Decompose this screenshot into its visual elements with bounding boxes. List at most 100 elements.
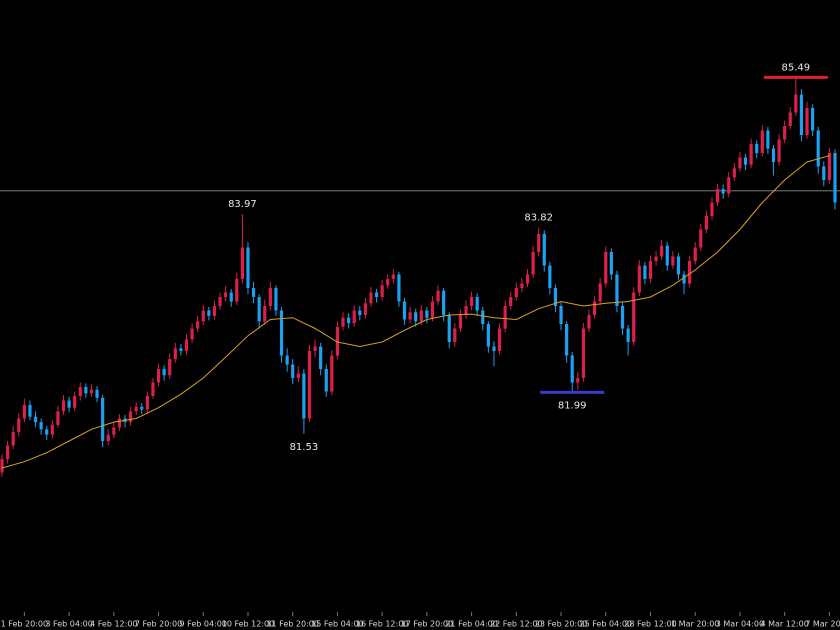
candle-body	[430, 301, 435, 318]
candle-body	[347, 317, 351, 324]
candle-body	[637, 265, 641, 293]
candle-body	[715, 189, 720, 203]
candle-body	[486, 324, 490, 347]
candle-body	[397, 274, 401, 302]
candle-body	[380, 285, 384, 297]
candle-body	[101, 397, 105, 441]
x-tick-label: 4 Mar 12:00	[760, 620, 808, 629]
candle-body	[196, 321, 200, 329]
x-tick-label: 17 Feb 20:00	[401, 620, 453, 629]
candle-body	[520, 283, 524, 288]
candle-body	[676, 256, 681, 275]
x-tick-label: 16 Feb 12:00	[356, 620, 408, 629]
x-tick-label: 1 Feb 20:00	[1, 620, 48, 629]
candle-body	[391, 274, 395, 279]
x-tick-label: 11 Feb 20:00	[266, 620, 318, 629]
candle-body	[531, 252, 535, 275]
x-tick-label: 3 Mar 04:00	[716, 620, 764, 629]
x-tick-label: 21 Feb 04:00	[445, 620, 497, 629]
candle-body	[246, 247, 250, 288]
candle-body	[117, 418, 122, 428]
candle-body	[207, 310, 211, 316]
candle-body	[201, 310, 205, 322]
candle-body	[799, 94, 804, 135]
candle-body	[559, 306, 563, 324]
candle-body	[481, 310, 485, 324]
candle-body	[458, 315, 463, 329]
candle-body	[307, 351, 312, 419]
candle-body	[632, 292, 636, 342]
x-tick-label: 4 Feb 12:00	[90, 620, 137, 629]
candle-body	[240, 247, 244, 279]
candle-body	[408, 312, 412, 320]
candle-body	[777, 139, 781, 162]
candle-body	[89, 389, 94, 394]
candle-body	[128, 411, 133, 423]
candle-body	[419, 310, 423, 322]
extreme-label: 81.99	[558, 400, 587, 411]
x-tick-label: 15 Feb 04:00	[311, 620, 363, 629]
candle-body	[699, 229, 703, 248]
x-tick-label: 3 Feb 04:00	[45, 620, 92, 629]
candle-body	[525, 274, 530, 284]
candle-body	[704, 216, 708, 230]
candle-body	[425, 310, 429, 318]
x-tick-label: 9 Feb 04:00	[180, 620, 227, 629]
candle-body	[112, 427, 116, 435]
candle-body	[212, 306, 217, 316]
candle-body	[257, 297, 261, 322]
candle-body	[598, 283, 602, 302]
candle-body	[760, 130, 764, 153]
candle-body	[654, 256, 658, 261]
candle-body	[453, 328, 457, 342]
candle-body	[84, 387, 88, 394]
x-tick-label: 25 Feb 04:00	[580, 620, 632, 629]
candle-body	[805, 108, 809, 135]
candle-body	[671, 256, 675, 266]
candle-body	[436, 290, 440, 302]
candle-body	[352, 310, 356, 324]
candle-body	[33, 416, 38, 423]
candle-body	[330, 355, 334, 392]
candle-body	[39, 422, 43, 430]
x-tick-label: 1 Mar 20:00	[671, 620, 719, 629]
candle-body	[788, 112, 792, 126]
candle-body	[162, 369, 166, 376]
candle-body	[553, 288, 558, 306]
candle-body	[592, 301, 597, 315]
extreme-label: 83.97	[228, 199, 257, 210]
candle-body	[710, 202, 714, 216]
candle-body	[827, 153, 831, 180]
candle-body	[727, 177, 731, 194]
candle-body	[341, 317, 345, 327]
candle-body	[743, 157, 748, 165]
candle-body	[469, 297, 474, 306]
candle-body	[576, 378, 580, 383]
candle-body	[145, 396, 149, 410]
x-tick-label: 7 Feb 20:00	[135, 620, 182, 629]
candle-body	[156, 369, 161, 383]
candle-body	[140, 406, 144, 410]
candle-body	[363, 303, 367, 315]
candle-body	[279, 310, 284, 356]
candle-body	[811, 108, 815, 131]
candle-body	[570, 355, 574, 383]
candle-body	[783, 126, 787, 140]
candle-body	[609, 252, 613, 275]
candle-body	[22, 405, 26, 419]
candle-body	[682, 274, 686, 284]
candle-body	[749, 144, 753, 165]
candle-body	[565, 324, 569, 356]
candle-body	[693, 247, 697, 261]
candle-body	[643, 265, 647, 279]
extreme-label: 83.82	[524, 213, 553, 224]
candle-body	[514, 288, 518, 297]
candle-body	[268, 288, 272, 306]
candle-body	[11, 432, 15, 446]
candle-body	[179, 348, 183, 351]
candle-body	[190, 328, 194, 340]
candle-body	[0, 459, 4, 473]
x-tick-label: 28 Feb 12:00	[624, 620, 676, 629]
candle-body	[17, 418, 21, 432]
